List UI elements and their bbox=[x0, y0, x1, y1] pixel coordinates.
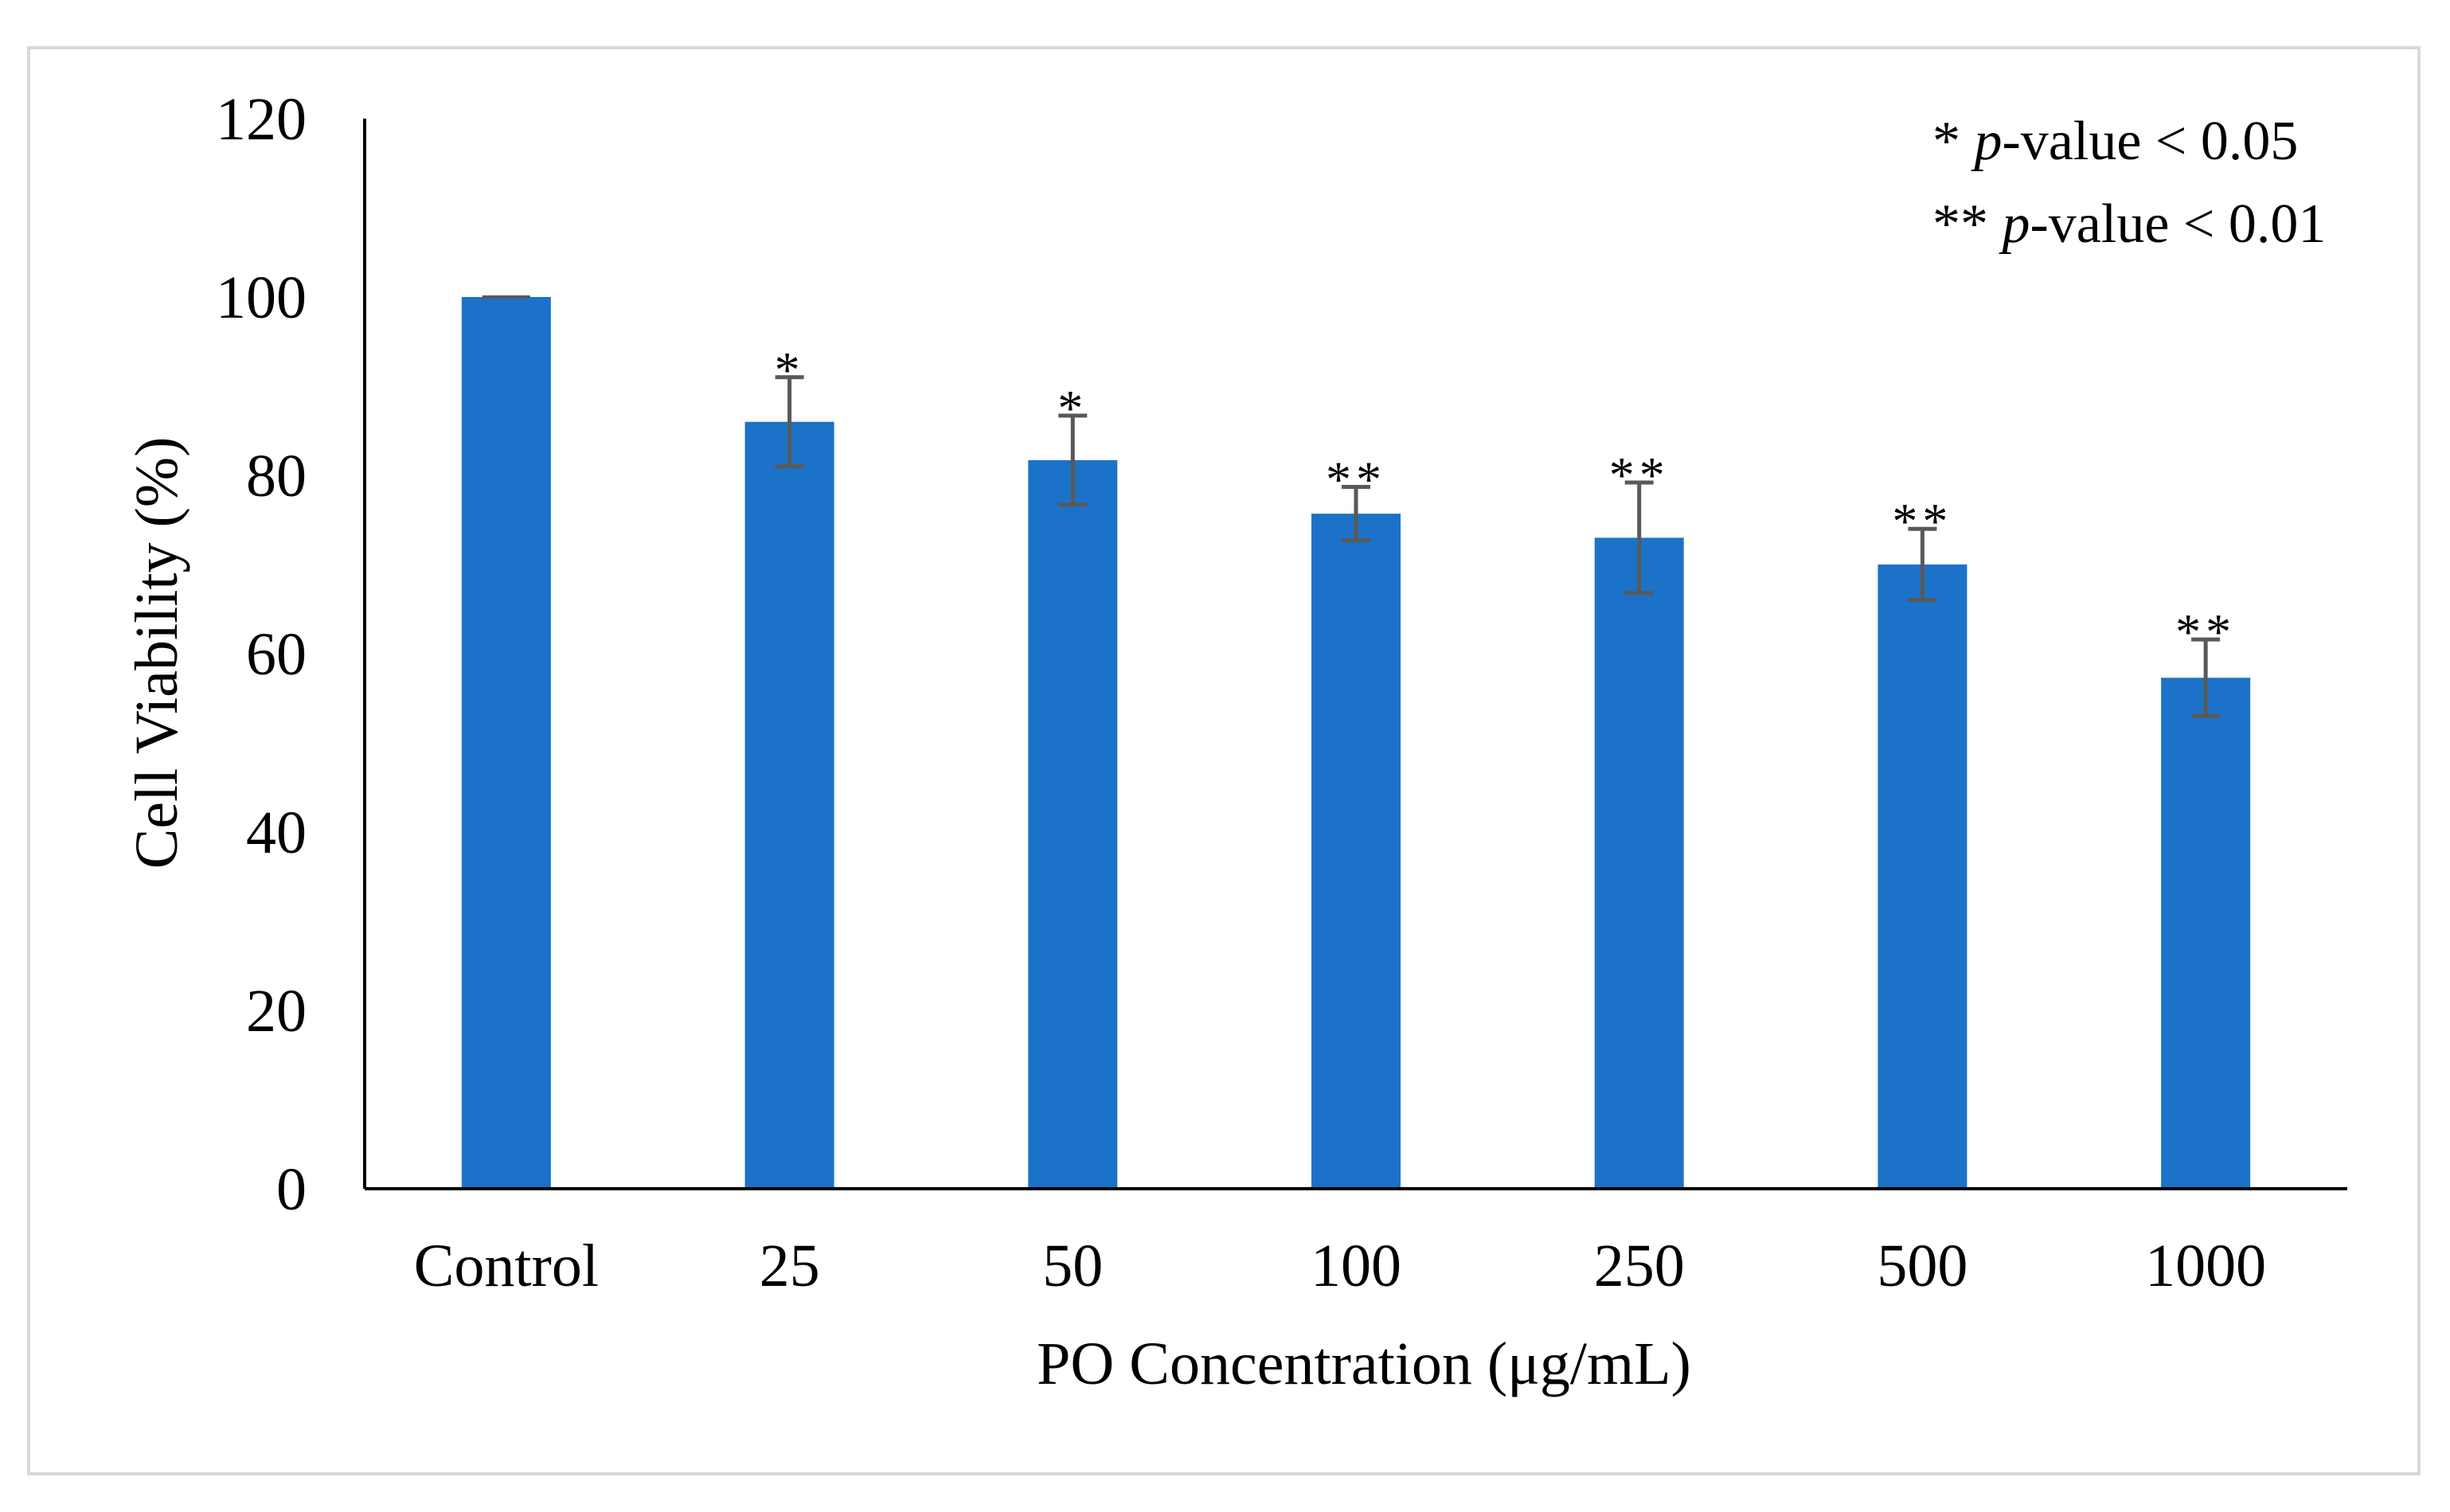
x-tick-labels: Control 25 50 100 250 500 1000 bbox=[414, 1233, 2266, 1299]
significance-marks-group: **** ****** bbox=[775, 342, 2236, 660]
x-tick-label: 250 bbox=[1594, 1233, 1685, 1299]
legend-entry-p005: * p-value < 0.05 bbox=[1932, 111, 2298, 172]
y-tick-label: 40 bbox=[246, 799, 307, 866]
axes-group bbox=[363, 119, 2347, 1190]
error-bars-group bbox=[482, 295, 2221, 718]
y-tick-label: 20 bbox=[246, 978, 307, 1045]
legend-stars: ** bbox=[1932, 193, 2003, 255]
bar bbox=[1028, 459, 1118, 1189]
legend-p: p bbox=[1999, 193, 2030, 255]
chart-frame bbox=[27, 46, 2421, 1475]
legend: * p-value < 0.05 ** p-value < 0.01 bbox=[1932, 111, 2326, 255]
significance-mark: * bbox=[775, 342, 805, 398]
y-tick-label: 100 bbox=[216, 264, 307, 331]
x-tick-label: 25 bbox=[760, 1233, 820, 1299]
x-tick-label: 100 bbox=[1311, 1233, 1401, 1299]
bar bbox=[1594, 537, 1684, 1189]
bars-group bbox=[461, 297, 2251, 1189]
y-tick-label: 80 bbox=[246, 443, 307, 510]
significance-mark: ** bbox=[2175, 604, 2236, 660]
legend-text: -value < 0.01 bbox=[2030, 193, 2327, 255]
y-tick-label: 0 bbox=[276, 1156, 307, 1223]
x-tick-label: 1000 bbox=[2145, 1233, 2266, 1299]
significance-mark: * bbox=[1057, 380, 1088, 436]
y-axis-title: Cell Viability (%) bbox=[123, 437, 190, 869]
x-tick-label: 50 bbox=[1042, 1233, 1103, 1299]
y-tick-label: 60 bbox=[246, 621, 307, 688]
x-axis-title: PO Concentration (μg/mL) bbox=[1037, 1330, 1691, 1397]
significance-mark: ** bbox=[1892, 493, 1952, 549]
bar bbox=[1878, 565, 1967, 1189]
significance-mark: ** bbox=[1609, 447, 1670, 503]
x-tick-label: Control bbox=[414, 1233, 599, 1299]
bar bbox=[744, 421, 834, 1189]
x-tick-label: 500 bbox=[1877, 1233, 1967, 1299]
legend-stars: * bbox=[1932, 111, 1975, 172]
y-tick-label: 120 bbox=[216, 86, 307, 153]
significance-mark: ** bbox=[1326, 451, 1386, 508]
legend-p: p bbox=[1971, 111, 2003, 172]
bar bbox=[461, 297, 551, 1189]
bar bbox=[1311, 514, 1401, 1189]
y-tick-labels: 0 20 40 60 80 100 120 bbox=[216, 86, 307, 1223]
bar bbox=[2161, 678, 2251, 1189]
legend-entry-p001: ** p-value < 0.01 bbox=[1932, 193, 2326, 255]
legend-text: -value < 0.05 bbox=[2003, 111, 2299, 172]
